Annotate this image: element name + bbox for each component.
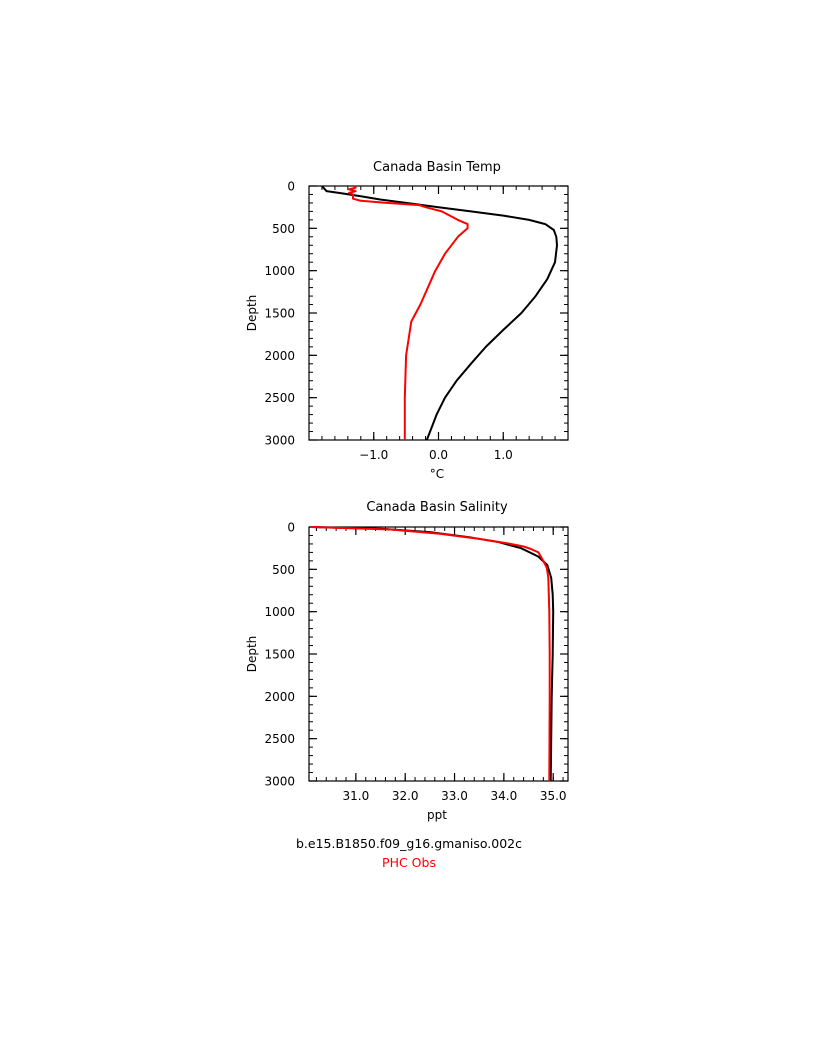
salinity-y-axis-label: Depth — [245, 636, 259, 673]
temp-x-tick-label: −1.0 — [359, 448, 388, 462]
temp-y-tick-label: 1500 — [264, 307, 295, 321]
salinity-plot-area: 31.0 32.0 33.0 34.0 35.0 0 500 1000 1500 2000 2500… — [264, 521, 569, 803]
temp-y-axis-label: Depth — [245, 295, 259, 332]
salinity-y-tick-label: 1500 — [264, 648, 295, 662]
temp-y-tick-label: 2000 — [264, 349, 295, 363]
salinity-x-tick-label: 34.0 — [491, 789, 518, 803]
salinity-plot-frame — [308, 526, 569, 782]
temp-y-tick-label: 500 — [272, 222, 295, 236]
temp-y-tick-label: 2500 — [264, 391, 295, 405]
salinity-x-tick-label: 32.0 — [392, 789, 419, 803]
temp-model-line — [321, 185, 558, 441]
salinity-x-tick-label: 35.0 — [540, 789, 567, 803]
salinity-y-tick-label: 0 — [287, 521, 295, 535]
temp-y-tick-label: 3000 — [264, 434, 295, 448]
salinity-y-tick-label: 2500 — [264, 732, 295, 746]
salinity-panel: Canada Basin Salinity 31.0 32.0 33.0 34.0 35… — [245, 500, 569, 822]
temp-x-axis-label: °C — [430, 467, 444, 481]
salinity-y-tick-label: 500 — [272, 563, 295, 577]
temp-obs-line — [348, 185, 469, 440]
legend-model-label: b.e15.B1850.f09_g16.gmaniso.002c — [295, 836, 523, 851]
temp-y-tick-label: 0 — [287, 180, 295, 194]
salinity-x-tick-label: 33.0 — [441, 789, 468, 803]
temp-plot-area: −1.0 0.0 1.0 0 500 1000 1500 2000 2500 3000 — [264, 180, 569, 462]
temp-panel: Canada Basin Temp −1.0 0.0 1.0 0 500 1000 1500… — [245, 160, 569, 481]
salinity-y-tick-label: 3000 — [264, 775, 295, 789]
temp-chart-title: Canada Basin Temp — [373, 160, 501, 175]
salinity-y-tick-label: 1000 — [264, 605, 295, 619]
temp-plot-frame — [308, 185, 569, 441]
salinity-x-tick-label: 31.0 — [343, 789, 370, 803]
salinity-chart-title: Canada Basin Salinity — [366, 500, 508, 515]
temp-y-tick-label: 1000 — [264, 264, 295, 278]
salinity-obs-line — [311, 526, 551, 782]
salinity-x-axis-label: ppt — [427, 808, 447, 822]
salinity-y-tick-label: 2000 — [264, 690, 295, 704]
temp-x-tick-label: 0.0 — [429, 448, 448, 462]
legend-obs-label: PHC Obs — [382, 855, 436, 870]
salinity-model-line — [311, 526, 555, 782]
temp-x-tick-label: 1.0 — [494, 448, 513, 462]
